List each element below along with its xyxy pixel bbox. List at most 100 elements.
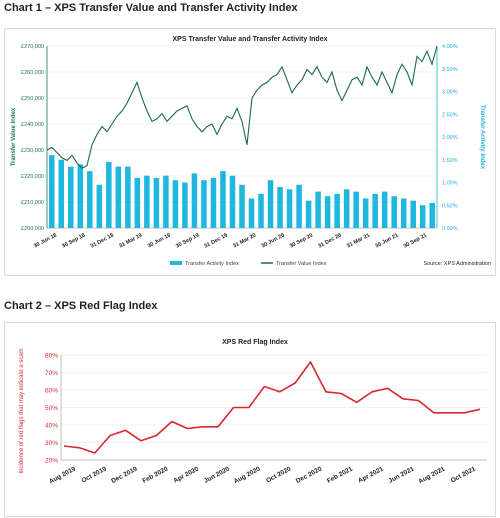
chart1-activity-bar <box>239 184 245 228</box>
chart1-activity-bar <box>410 200 416 228</box>
chart1-x-tick-label: 31 Mar 19 <box>118 232 143 249</box>
chart2-heading: Chart 2 – XPS Red Flag Index <box>4 300 158 312</box>
chart2-x-tick-label: Aug 2021 <box>417 465 446 485</box>
chart2-x-tick-label: Aug 2019 <box>48 465 77 485</box>
chart1-activity-bar <box>172 180 179 228</box>
chart1-x-tick-label: 30 Jun 20 <box>261 232 286 249</box>
chart1-x-tick-label: 30 Sep 19 <box>175 232 200 249</box>
chart1-legend-label-value: Transfer Value Index <box>276 261 327 267</box>
chart1-title: XPS Transfer Value and Transfer Activity… <box>173 36 328 43</box>
chart1-activity-bar <box>96 184 103 228</box>
chart1-activity-bar <box>267 180 274 228</box>
chart2-y-tick-label: 70% <box>45 370 58 377</box>
chart1-x-tick-label: 31 Mar 20 <box>232 232 257 249</box>
chart2-y-tick-label: 50% <box>45 405 58 412</box>
chart1-left-tick-label: £210,000 <box>21 200 44 206</box>
chart1-activity-bar <box>115 166 122 228</box>
chart1-activity-bar <box>400 198 407 228</box>
chart1-activity-bar <box>286 189 293 228</box>
chart2-red-flag-line <box>63 361 481 454</box>
chart1-right-tick-label: 1.00% <box>442 181 458 187</box>
chart2-x-tick-label: Oct 2019 <box>80 465 108 484</box>
chart1-right-tick-label: 1.50% <box>442 158 458 164</box>
chart1-activity-bar <box>68 166 74 228</box>
chart1-x-tick-label: 30 Jun 19 <box>147 232 172 249</box>
chart2-y-tick-label: 40% <box>45 423 58 430</box>
chart2-x-tick-label: Jun 2021 <box>388 465 416 484</box>
chart2-x-tick-label: Apr 2020 <box>172 465 200 484</box>
chart1-x-tick-label: 31 Dec 19 <box>203 232 228 249</box>
chart2-x-tick-label: Aug 2020 <box>233 465 262 485</box>
chart1-left-tick-label: £240,000 <box>21 122 44 128</box>
chart1-svg: XPS Transfer Value and Transfer Activity… <box>11 36 491 267</box>
chart2-title: XPS Red Flag Index <box>222 339 288 346</box>
chart2-svg: XPS Red Flag Index 20% 30% 40% 50% 60% 70% 80% A… <box>19 339 487 485</box>
chart2-x-tick-label: Dec 2020 <box>295 465 324 485</box>
chart1-x-tick-label: 31 Dec 20 <box>317 232 342 249</box>
chart1-activity-bar <box>134 177 141 228</box>
chart2-x-tick-label: Jun 2020 <box>203 465 231 484</box>
chart2-x-tick-label: Apr 2021 <box>357 465 385 484</box>
chart1-left-axis-title: Transfer Value Index <box>11 107 17 166</box>
chart1-legend-swatch-activity <box>170 261 182 265</box>
chart1-activity-bar <box>58 159 65 228</box>
chart1-activity-bar <box>429 202 436 228</box>
chart1-left-tick-label: £270,000 <box>21 44 44 50</box>
chart2-y-tick-label: 30% <box>45 440 58 447</box>
chart1-left-tick-label: £220,000 <box>21 174 44 180</box>
chart1-right-tick-label: 0.50% <box>442 203 458 209</box>
chart1-activity-bar <box>191 173 198 228</box>
chart1-activity-bar <box>391 196 397 228</box>
chart1-left-tick-label: £260,000 <box>21 70 44 76</box>
chart1-right-tick-label: 3.00% <box>442 90 458 96</box>
chart2-y-tick-label: 20% <box>45 458 58 465</box>
chart1-activity-bar <box>163 175 169 228</box>
chart1-activity-bar <box>182 182 188 228</box>
chart1-activity-bar <box>296 184 302 228</box>
chart1-right-tick-label: 2.00% <box>442 135 458 141</box>
chart2-x-tick-label: Feb 2021 <box>326 465 354 484</box>
chart2-x-tick-label: Dec 2019 <box>110 465 139 485</box>
chart1-source: Source: XPS Administration <box>423 261 491 267</box>
chart1-right-tick-label: 0.00% <box>442 226 458 232</box>
chart1-activity-bar <box>353 191 359 228</box>
chart1-activity-bar <box>305 200 312 228</box>
chart1-activity-bar <box>372 193 378 228</box>
chart2-y-axis-title: Incidence of red flags that may indicate… <box>19 348 25 473</box>
chart1-activity-bar <box>419 205 426 228</box>
chart1-left-tick-label: £230,000 <box>21 148 44 154</box>
chart1-activity-bar <box>144 175 150 228</box>
chart1-activity-bar <box>210 177 217 228</box>
chart1-x-tick-label: 30 Sep 20 <box>289 232 314 249</box>
chart1-activity-bar <box>229 175 236 228</box>
chart1-activity-bar <box>343 189 350 228</box>
chart1-heading: Chart 1 – XPS Transfer Value and Transfe… <box>4 2 298 14</box>
chart1-activity-bar <box>258 193 264 228</box>
chart1-activity-bar <box>315 191 321 228</box>
chart1-right-tick-label: 3.50% <box>442 67 458 73</box>
chart2-panel: XPS Red Flag Index 20% 30% 40% 50% 60% 70% 80% A… <box>4 322 496 517</box>
chart1-activity-bar <box>248 198 255 228</box>
chart2-y-tick-label: 60% <box>45 388 58 395</box>
chart1-value-line <box>46 45 438 169</box>
chart1-activity-bar <box>362 198 369 228</box>
chart1-activity-bar <box>125 166 131 228</box>
chart1-right-tick-label: 4.00% <box>442 44 458 50</box>
chart2-x-tick-label: Feb 2020 <box>141 465 169 484</box>
chart1-activity-bar <box>220 171 226 228</box>
chart1-right-axis-title: Transfer Activity Index <box>479 105 485 170</box>
chart1-activity-bar <box>277 187 283 228</box>
chart1-activity-bar <box>87 171 93 228</box>
chart2-x-tick-label: Oct 2021 <box>450 465 478 484</box>
chart1-activity-bar <box>77 164 84 228</box>
chart1-activity-bar <box>201 180 207 228</box>
chart1-x-tick-label: 30 Jun 18 <box>33 232 58 249</box>
chart1-left-tick-label: £200,000 <box>21 226 44 232</box>
chart1-panel: XPS Transfer Value and Transfer Activity… <box>4 28 496 276</box>
chart1-x-tick-label: 31 Dec 18 <box>90 232 115 249</box>
chart1-activity-bar <box>106 162 112 228</box>
chart1-legend-label-activity: Transfer Activity Index <box>185 261 239 267</box>
chart1-x-tick-label: 30 Jun 21 <box>375 232 400 249</box>
chart1-activity-bar <box>153 177 160 228</box>
chart1-x-tick-label: 31 Mar 21 <box>346 232 371 249</box>
